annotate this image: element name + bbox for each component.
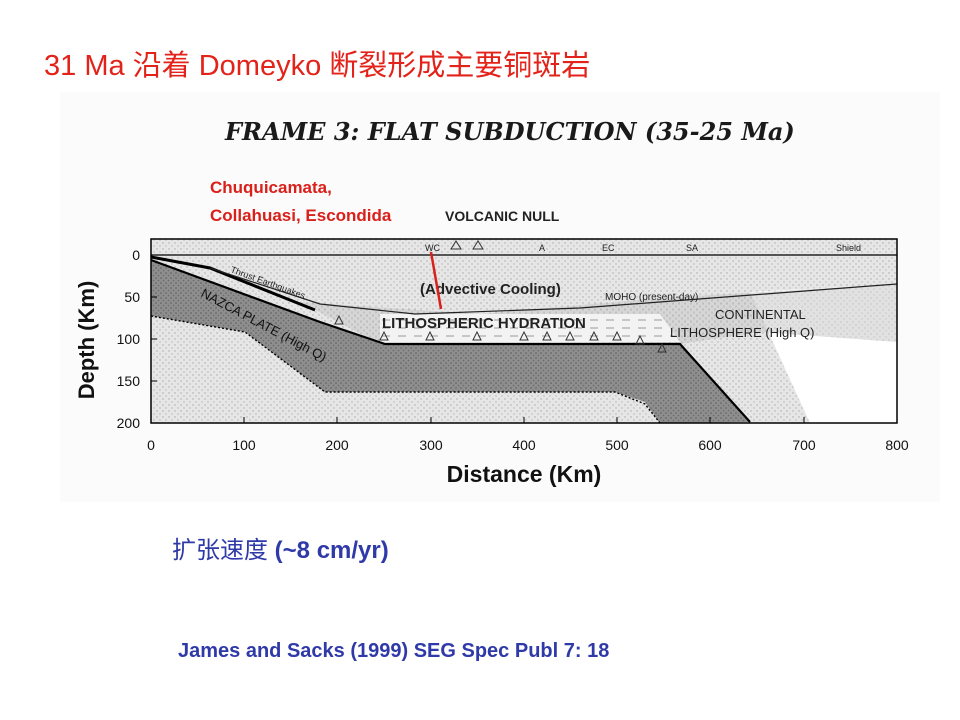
y-axis-label: Depth (Km) (74, 281, 99, 400)
surface-label-a: A (539, 243, 545, 253)
surface-label-shield: Shield (836, 243, 861, 253)
annotation-pointer-line (429, 251, 443, 310)
surface-label-ec: EC (602, 243, 615, 253)
advective-cooling-label: (Advective Cooling) (420, 281, 561, 298)
y-tick-label: 200 (117, 415, 141, 431)
volcano-icon (472, 240, 484, 250)
volcano-icon (450, 240, 462, 250)
x-tick-label: 600 (698, 437, 722, 453)
moho-line (209, 267, 898, 315)
surface-label-wc: WC (425, 243, 440, 253)
citation: James and Sacks (1999) SEG Spec Publ 7: … (178, 640, 610, 662)
slab-bottom-line (150, 315, 661, 424)
x-tick-label: 300 (419, 437, 443, 453)
surface-label-sa: SA (686, 243, 698, 253)
continental-label-line1: CONTINENTAL (715, 307, 806, 322)
y-axis: 0 50 100 150 200 (117, 247, 157, 431)
spreading-rate-label: 扩张速度 (172, 536, 268, 564)
hydration-zone (380, 314, 680, 344)
deposit-annotation-line1: Chuquicamata, (210, 178, 332, 197)
subduction-cross-section-figure: FRAME 3: FLAT SUBDUCTION (35-25 Ma) (60, 92, 940, 502)
continental-label-line2: LITHOSPHERE (High Q) (670, 325, 814, 340)
y-tick-label: 150 (117, 373, 141, 389)
x-tick-label: 800 (885, 437, 909, 453)
x-tick-label: 200 (325, 437, 349, 453)
y-tick-label: 100 (117, 331, 141, 347)
spreading-rate-value: (~8 cm/yr) (274, 537, 389, 564)
x-axis: 0 100 200 300 400 500 600 700 800 (147, 417, 909, 453)
lithospheric-hydration-label: LITHOSPHERIC HYDRATION (382, 315, 586, 332)
moho-label: MOHO (present-day) (605, 292, 698, 303)
x-tick-label: 100 (232, 437, 256, 453)
deposit-annotation-line2: Collahuasi, Escondida (210, 206, 392, 225)
x-axis-label: Distance (Km) (447, 461, 602, 487)
x-tick-label: 500 (605, 437, 629, 453)
magma-markers (334, 314, 667, 353)
x-tick-label: 400 (512, 437, 536, 453)
volcanic-null-label: VOLCANIC NULL (445, 208, 560, 224)
y-tick-label: 0 (132, 247, 140, 263)
slab-top-line (150, 258, 751, 423)
slide-title: 31 Ma 沿着 Domeyko 断裂形成主要铜斑岩 (44, 50, 591, 82)
x-tick-label: 700 (792, 437, 816, 453)
nazca-plate-slab (151, 260, 750, 423)
frame-title: FRAME 3: FLAT SUBDUCTION (35-25 Ma) (224, 117, 795, 146)
spreading-rate-caption: 扩张速度 (~8 cm/yr) (172, 530, 389, 565)
y-tick-label: 50 (124, 289, 140, 305)
x-tick-label: 0 (147, 437, 155, 453)
